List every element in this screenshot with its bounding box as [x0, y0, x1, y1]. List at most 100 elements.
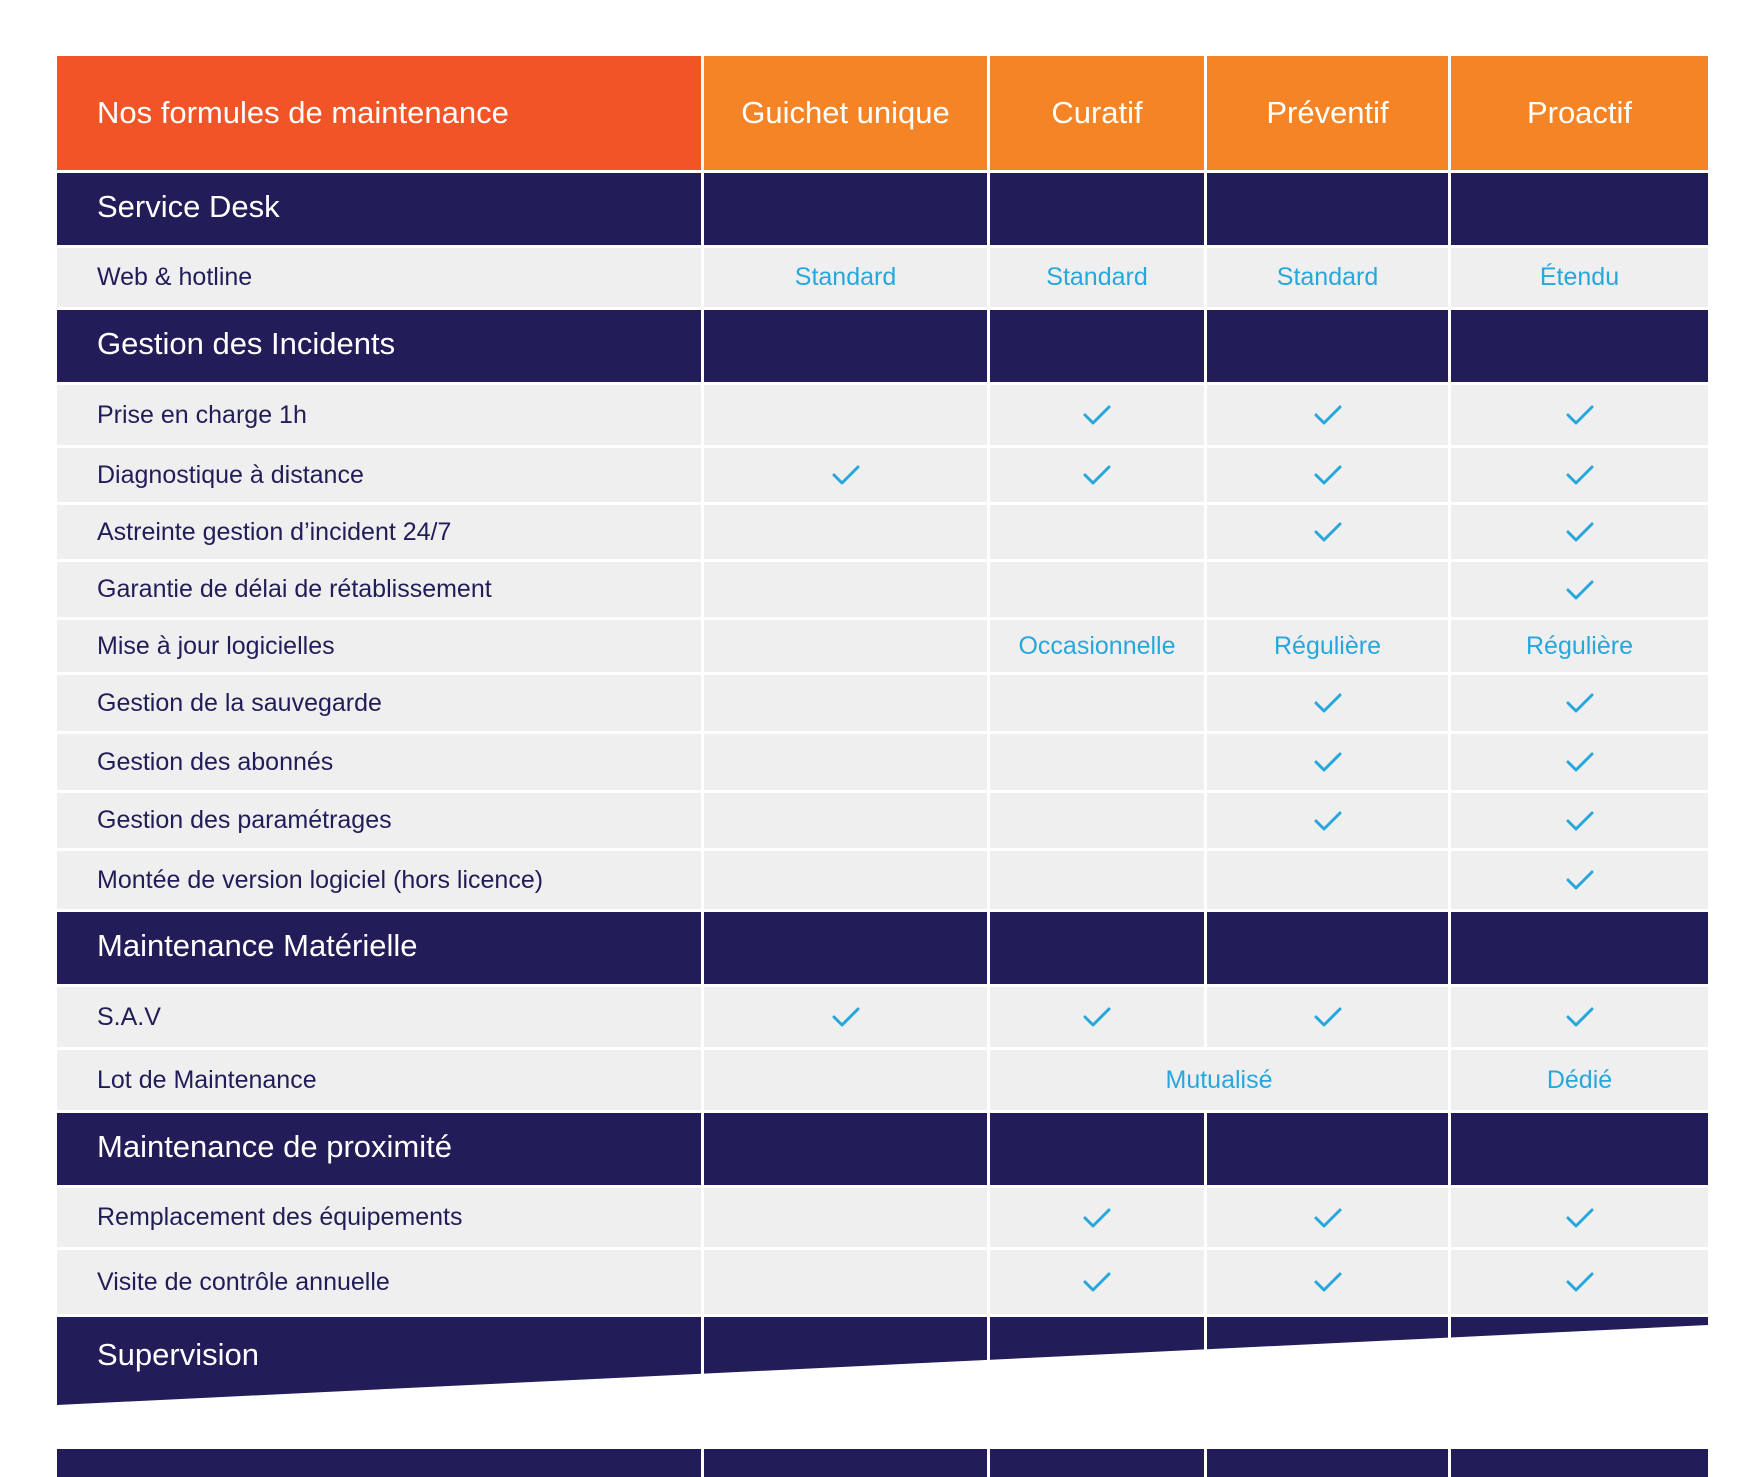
row-value: [704, 505, 987, 559]
section-title: Maintenance de proximité: [97, 1129, 452, 1164]
section-cell: [1207, 173, 1448, 245]
row-label: Garantie de délai de rétablissement: [57, 562, 701, 617]
column-header-label: Guichet unique: [741, 95, 950, 130]
section-cell: [990, 912, 1204, 984]
section-cell: [704, 1113, 987, 1185]
check-icon: [1566, 870, 1593, 890]
row-value: [1207, 1188, 1448, 1247]
check-icon: [1566, 1272, 1593, 1292]
table-title: Nos formules de maintenance: [57, 56, 701, 170]
check-icon: [1566, 580, 1593, 599]
column-header-label: Curatif: [1051, 95, 1143, 130]
row-value: [990, 562, 1204, 617]
row-value: [1451, 505, 1708, 559]
row-value: [704, 987, 987, 1047]
row-value: [1207, 562, 1448, 617]
check-icon: [1566, 811, 1593, 830]
row-value: [1451, 448, 1708, 502]
section-cell: [1451, 1113, 1708, 1185]
row-value: [1451, 385, 1708, 445]
section-cell: [990, 173, 1204, 245]
check-icon: [1314, 405, 1341, 425]
row-value: [990, 734, 1204, 790]
check-icon: [1566, 1208, 1593, 1227]
section-cell: [1207, 310, 1448, 382]
column-header: Guichet unique: [704, 56, 987, 170]
row-label-text: Gestion de la sauvegarde: [97, 688, 382, 717]
row-value-text: Standard: [1276, 263, 1379, 291]
section-header: Service Desk: [57, 173, 701, 245]
row-value-text: Étendu: [1539, 263, 1620, 291]
row-label: S.A.V: [57, 987, 701, 1047]
check-icon: [1083, 405, 1111, 425]
section-cell: [1451, 912, 1708, 984]
row-value: Standard: [704, 248, 987, 307]
row-value: [1451, 734, 1708, 790]
row-value: [704, 385, 987, 445]
section-title: Service Desk: [97, 189, 280, 224]
row-label: Lot de Maintenance: [57, 1050, 701, 1110]
check-icon: [1314, 1007, 1341, 1027]
row-value: [1451, 562, 1708, 617]
check-icon: [1314, 1272, 1341, 1292]
row-value-text: Régulière: [1273, 631, 1381, 660]
row-value: [1207, 1250, 1448, 1314]
row-value: [1207, 675, 1448, 731]
row-label-text: Diagnostique à distance: [97, 460, 364, 489]
row-label: Gestion des paramétrages: [57, 793, 701, 848]
row-value: Standard: [990, 248, 1204, 307]
column-header-label: Proactif: [1526, 95, 1633, 130]
row-label-text: S.A.V: [97, 1002, 161, 1031]
row-label-text: Prise en charge 1h: [97, 400, 307, 429]
check-icon: [832, 1007, 859, 1027]
row-value: [990, 851, 1204, 909]
section-header: Maintenance Matérielle: [57, 912, 701, 984]
section-cell: [1207, 912, 1448, 984]
row-value: [1451, 987, 1708, 1047]
row-value: Régulière: [1207, 620, 1448, 672]
row-label-text: Astreinte gestion d’incident 24/7: [97, 517, 452, 546]
row-value: [1207, 987, 1448, 1047]
check-icon: [1566, 693, 1593, 713]
row-value: Occasionnelle: [990, 620, 1204, 672]
row-value: [990, 505, 1204, 559]
row-value: [990, 793, 1204, 848]
row-label-text: Gestion des paramétrages: [97, 806, 392, 834]
row-value: [990, 1188, 1204, 1247]
section-cell: [990, 1113, 1204, 1185]
row-label: Diagnostique à distance: [57, 448, 701, 502]
row-label: Visite de contrôle annuelle: [57, 1250, 701, 1314]
row-value: [1451, 851, 1708, 909]
row-value: [704, 448, 987, 502]
row-value: [1207, 851, 1448, 909]
check-icon: [1566, 752, 1593, 772]
row-value: Standard: [1207, 248, 1448, 307]
check-icon: [1314, 522, 1341, 542]
row-value: Dédié: [1451, 1050, 1708, 1110]
check-icon: [1314, 1208, 1341, 1227]
row-label-text: Gestion des abonnés: [97, 747, 334, 776]
row-value: [990, 987, 1204, 1047]
section-cell: [704, 912, 987, 984]
row-value: [1207, 385, 1448, 445]
section-title: Maintenance Matérielle: [97, 928, 418, 963]
section-cell: [1451, 173, 1708, 245]
row-label-text: Remplacement des équipements: [97, 1203, 463, 1231]
row-value: [704, 734, 987, 790]
check-icon: [1566, 405, 1593, 425]
row-label-text: Montée de version logiciel (hors licence…: [97, 865, 544, 894]
section-title: Supervision: [97, 1337, 259, 1372]
row-value: [1207, 505, 1448, 559]
row-label-text: Visite de contrôle annuelle: [97, 1267, 390, 1296]
check-icon: [1314, 693, 1341, 713]
row-label-text: Garantie de délai de rétablissement: [97, 575, 492, 603]
check-icon: [1314, 465, 1341, 485]
check-icon: [1083, 1272, 1111, 1292]
row-value-text: Standard: [794, 263, 897, 291]
row-value: [704, 851, 987, 909]
row-label-text: Web & hotline: [97, 263, 253, 291]
section-header: Gestion des Incidents: [57, 310, 701, 382]
section-cell: [704, 173, 987, 245]
column-header: Curatif: [990, 56, 1204, 170]
